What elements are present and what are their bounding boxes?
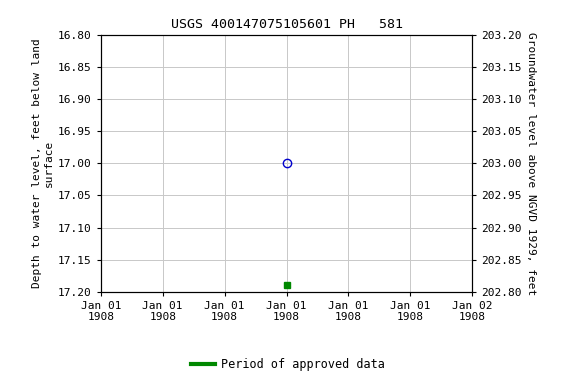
Legend: Period of approved data: Period of approved data — [187, 354, 389, 376]
Y-axis label: Groundwater level above NGVD 1929, feet: Groundwater level above NGVD 1929, feet — [526, 31, 536, 295]
Y-axis label: Depth to water level, feet below land
surface: Depth to water level, feet below land su… — [32, 38, 54, 288]
Title: USGS 400147075105601 PH   581: USGS 400147075105601 PH 581 — [170, 18, 403, 31]
